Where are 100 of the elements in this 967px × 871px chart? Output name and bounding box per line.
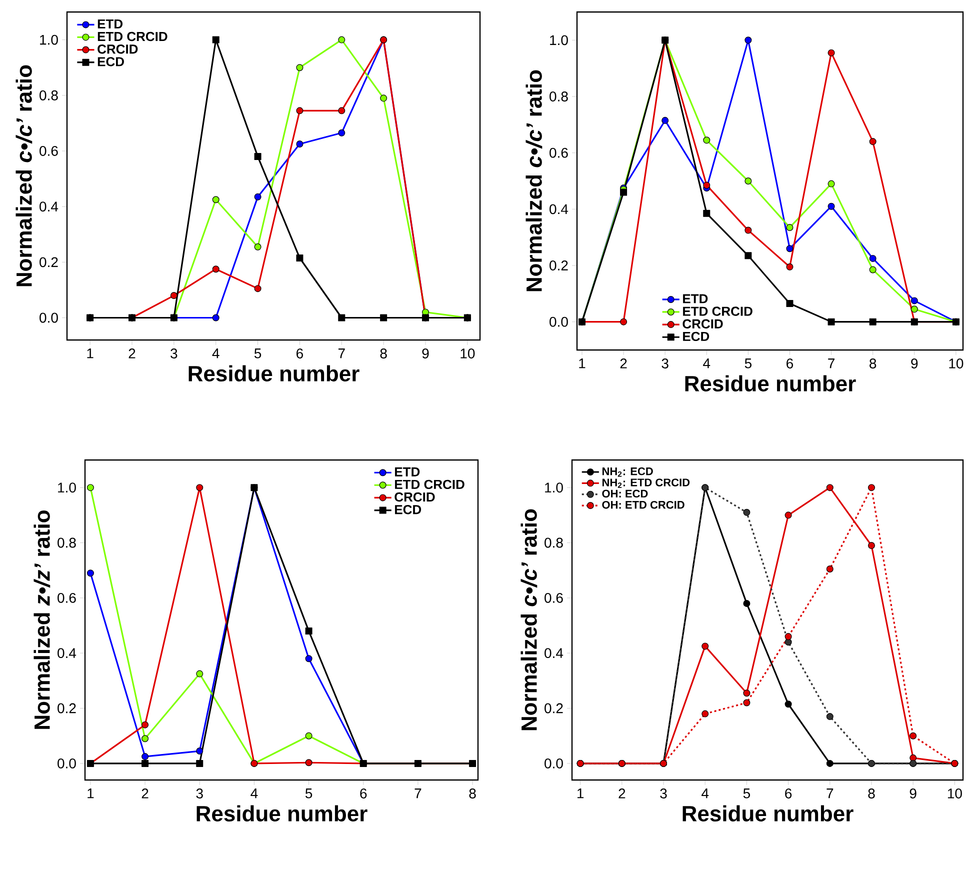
point	[868, 542, 875, 550]
point	[869, 266, 876, 274]
point	[254, 193, 262, 200]
point	[620, 318, 628, 326]
point	[784, 700, 792, 708]
point	[380, 314, 388, 322]
y-tick-label: 0.8	[544, 538, 563, 548]
x-tick-label: 4	[703, 358, 710, 368]
x-tick-label: 7	[414, 788, 422, 798]
x-tick-label: 9	[422, 348, 429, 358]
point	[703, 210, 710, 217]
point	[828, 202, 835, 210]
point	[305, 759, 312, 766]
y-tick-label: 0.6	[40, 146, 58, 156]
y-tick-label: 0.8	[550, 92, 568, 102]
x-tick-label: 10	[949, 358, 964, 368]
y-tick-label: 0.4	[40, 202, 58, 212]
y-tick-label: 0.2	[58, 703, 76, 714]
y-tick-label: 0.6	[58, 592, 76, 603]
point	[869, 254, 876, 262]
point	[338, 107, 346, 114]
point	[296, 64, 304, 72]
legend-label: ETD	[683, 294, 708, 304]
x-tick-label: 8	[868, 788, 875, 798]
y-tick-label: 0.2	[40, 257, 58, 268]
y-tick-label: 0.8	[40, 90, 58, 100]
x-tick-label: 1	[87, 348, 94, 358]
legend-label: NH$_{2}$: ECD	[602, 467, 653, 477]
y-tick-label: 0.8	[58, 538, 76, 548]
y-tick-label: 0.6	[544, 592, 563, 603]
legend-label: ECD	[395, 504, 422, 514]
point	[744, 177, 752, 184]
point	[828, 180, 835, 188]
point	[869, 318, 876, 326]
x-tick-label: 5	[254, 348, 262, 358]
legend-label: ECD	[683, 332, 710, 342]
y-tick-label: 0.0	[550, 316, 568, 327]
x-axis-title: Residue number	[685, 375, 856, 392]
point	[86, 570, 94, 577]
point	[305, 628, 312, 635]
point	[744, 36, 752, 44]
x-tick-label: 7	[826, 788, 834, 798]
legend-label: CRCID	[98, 44, 138, 54]
x-tick-label: 1	[578, 788, 584, 798]
y-tick-label: 1.0	[58, 482, 76, 493]
x-tick-label: 6	[786, 358, 794, 368]
y-axis-title: Normalized c•/c’ ratio	[16, 65, 32, 286]
y-axis-title: Normalized c•/c’ ratio	[520, 509, 538, 730]
point	[743, 699, 750, 706]
point	[212, 314, 220, 322]
x-tick-label: 8	[469, 788, 476, 798]
y-tick-label: 0.0	[58, 758, 76, 768]
point	[254, 243, 262, 250]
y-tick-label: 0.0	[544, 758, 563, 768]
point	[212, 36, 220, 44]
point	[86, 484, 94, 492]
point	[662, 116, 669, 124]
x-tick-label: 3	[660, 788, 667, 798]
point	[142, 735, 149, 742]
legend-label: ETD CRCID	[683, 306, 752, 316]
point	[338, 314, 346, 322]
x-tick-label: 3	[662, 358, 668, 368]
point	[196, 670, 204, 678]
point	[305, 655, 312, 662]
point	[786, 263, 794, 270]
point	[338, 129, 346, 136]
x-tick-label: 8	[870, 358, 876, 368]
point	[784, 512, 792, 519]
y-tick-label: 1.0	[550, 35, 568, 46]
point	[196, 484, 204, 492]
point	[254, 153, 262, 160]
point	[743, 600, 750, 607]
y-tick-label: 1.0	[40, 34, 58, 45]
x-tick-label: 3	[170, 348, 178, 358]
y-tick-label: 0.0	[40, 312, 58, 323]
point	[744, 226, 752, 234]
x-tick-label: 2	[128, 348, 136, 358]
x-tick-label: 5	[744, 358, 752, 368]
point	[910, 297, 918, 304]
x-tick-label: 4	[212, 348, 220, 358]
point	[786, 245, 794, 252]
point	[868, 484, 875, 492]
x-tick-label: 7	[828, 358, 834, 368]
point	[828, 318, 835, 326]
x-tick-label: 4	[250, 788, 258, 798]
x-axis-title: Residue number	[196, 805, 368, 822]
y-tick-label: 0.2	[550, 260, 568, 270]
x-tick-label: 8	[380, 348, 387, 358]
legend-label: ETD	[98, 19, 123, 28]
point	[910, 306, 918, 313]
point	[212, 196, 220, 204]
point	[743, 508, 750, 516]
point	[702, 642, 709, 650]
legend-label: OH: ECD	[602, 490, 648, 498]
legend-label: CRCID	[682, 319, 723, 328]
point	[744, 252, 752, 260]
y-tick-label: 0.4	[550, 204, 568, 214]
point	[620, 188, 628, 196]
x-tick-label: 2	[620, 358, 627, 368]
point	[826, 713, 834, 720]
